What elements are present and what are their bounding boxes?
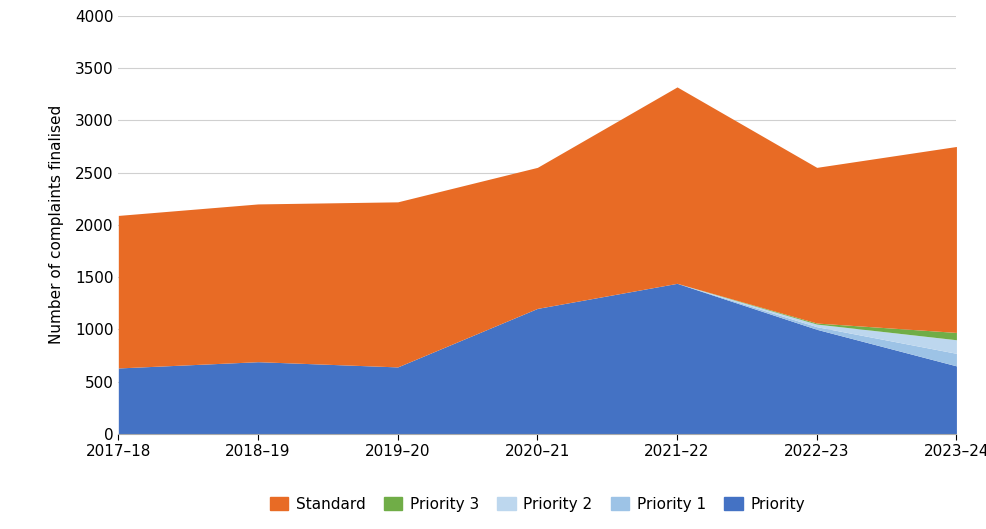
Y-axis label: Number of complaints finalised: Number of complaints finalised	[48, 105, 64, 344]
Legend: Standard, Priority 3, Priority 2, Priority 1, Priority: Standard, Priority 3, Priority 2, Priori…	[263, 491, 811, 518]
